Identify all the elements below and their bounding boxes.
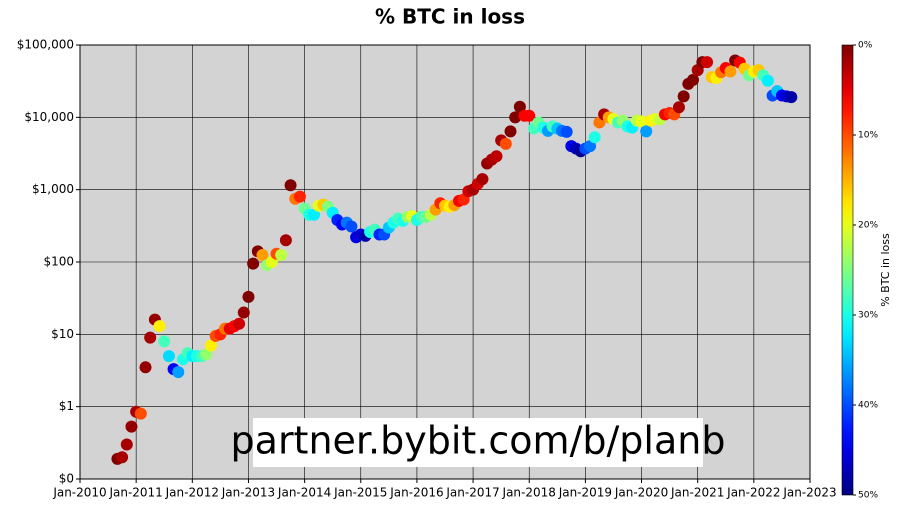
point	[724, 65, 737, 78]
x-tick-label: Jan-2012	[165, 486, 219, 500]
point	[162, 350, 175, 363]
point	[279, 234, 292, 247]
point	[490, 150, 503, 163]
point	[677, 90, 690, 103]
colorbar-tick-label: 20%	[858, 221, 878, 231]
x-tick-label: Jan-2013	[221, 486, 275, 500]
annotation: partner.bybit.com/b/planb	[231, 419, 726, 463]
point	[242, 290, 255, 303]
point	[247, 257, 260, 270]
point	[588, 131, 601, 144]
point	[256, 248, 269, 261]
x-tick-label: Jan-2016	[389, 486, 443, 500]
x-tick-label: Jan-2019	[558, 486, 612, 500]
x-tick-label: Jan-2014	[277, 486, 331, 500]
point	[284, 179, 297, 192]
colorbar-label: % BTC in loss	[879, 233, 892, 307]
point	[139, 361, 152, 374]
x-tick-label: Jan-2023	[782, 486, 836, 500]
point	[120, 438, 133, 451]
point	[509, 111, 522, 124]
x-tick-label: Jan-2020	[614, 486, 668, 500]
point	[513, 100, 526, 113]
point	[172, 366, 185, 379]
point	[237, 306, 250, 319]
y-tick-label: $0	[59, 472, 74, 486]
point	[560, 125, 573, 138]
point	[345, 220, 358, 233]
point	[499, 137, 512, 150]
x-tick-label: Jan-2021	[670, 486, 724, 500]
point	[504, 125, 517, 138]
annotation-box	[253, 418, 703, 467]
colorbar-tick-label: 50%	[858, 491, 878, 501]
point	[144, 331, 157, 344]
y-tick-label: $10,000	[24, 110, 74, 124]
point	[584, 140, 597, 153]
point	[158, 335, 171, 348]
point	[785, 91, 798, 104]
x-tick-label: Jan-2022	[726, 486, 780, 500]
point	[205, 339, 218, 352]
colorbar-tick-label: 0%	[858, 41, 873, 51]
point	[153, 320, 166, 333]
point	[476, 173, 489, 186]
point	[640, 125, 653, 138]
x-tick-label: Jan-2015	[333, 486, 387, 500]
point	[293, 190, 306, 203]
y-tick-label: $1,000	[32, 182, 74, 196]
point	[761, 74, 774, 87]
colorbar-tick-label: 30%	[858, 311, 878, 321]
chart-title: % BTC in loss	[375, 5, 525, 29]
y-tick-label: $10	[51, 327, 74, 341]
point	[307, 208, 320, 221]
colorbar-tick-label: 10%	[858, 131, 878, 141]
point	[275, 248, 288, 261]
x-tick-label: Jan-2017	[445, 486, 499, 500]
y-tick-label: $100,000	[17, 38, 74, 52]
point	[687, 73, 700, 86]
point	[233, 317, 246, 330]
x-tick-label: Jan-2018	[502, 486, 556, 500]
x-tick-label: Jan-2011	[108, 486, 162, 500]
point	[125, 420, 138, 433]
point	[672, 101, 685, 114]
colorbar-tick-label: 40%	[858, 401, 878, 411]
point	[116, 451, 129, 464]
point	[635, 115, 648, 128]
x-tick-label: Jan-2010	[52, 486, 106, 500]
point	[134, 407, 147, 420]
point	[523, 109, 536, 122]
y-tick-label: $1	[59, 399, 74, 413]
y-tick-label: $100	[43, 255, 74, 269]
colorbar	[841, 44, 854, 496]
points	[111, 54, 798, 465]
point	[701, 56, 714, 69]
